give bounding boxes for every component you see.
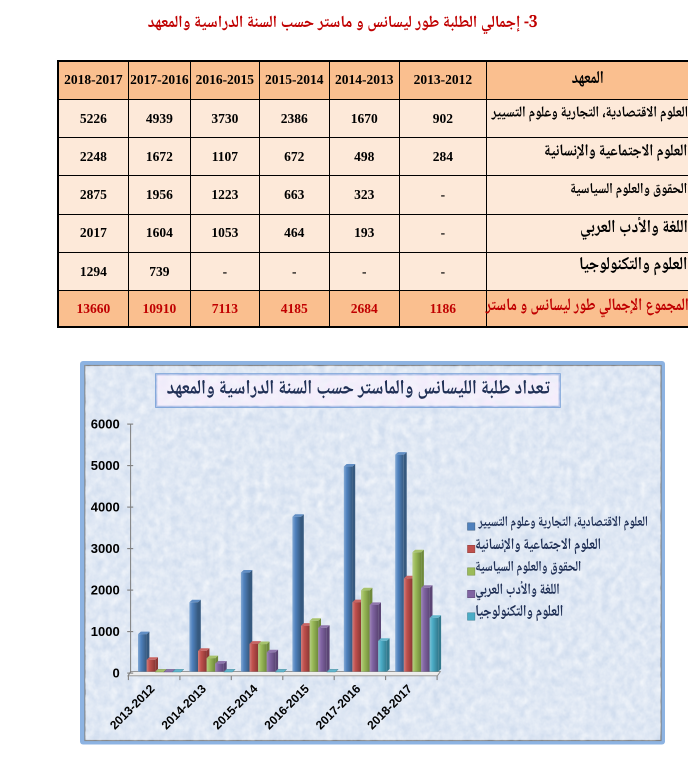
svg-text:0: 0 (112, 665, 119, 680)
svg-text:5000: 5000 (91, 458, 120, 473)
svg-text:6000: 6000 (91, 416, 120, 431)
svg-text:1000: 1000 (91, 624, 120, 639)
svg-text:3000: 3000 (91, 541, 120, 556)
svg-text:2000: 2000 (91, 582, 120, 597)
svg-text:4000: 4000 (91, 499, 120, 514)
